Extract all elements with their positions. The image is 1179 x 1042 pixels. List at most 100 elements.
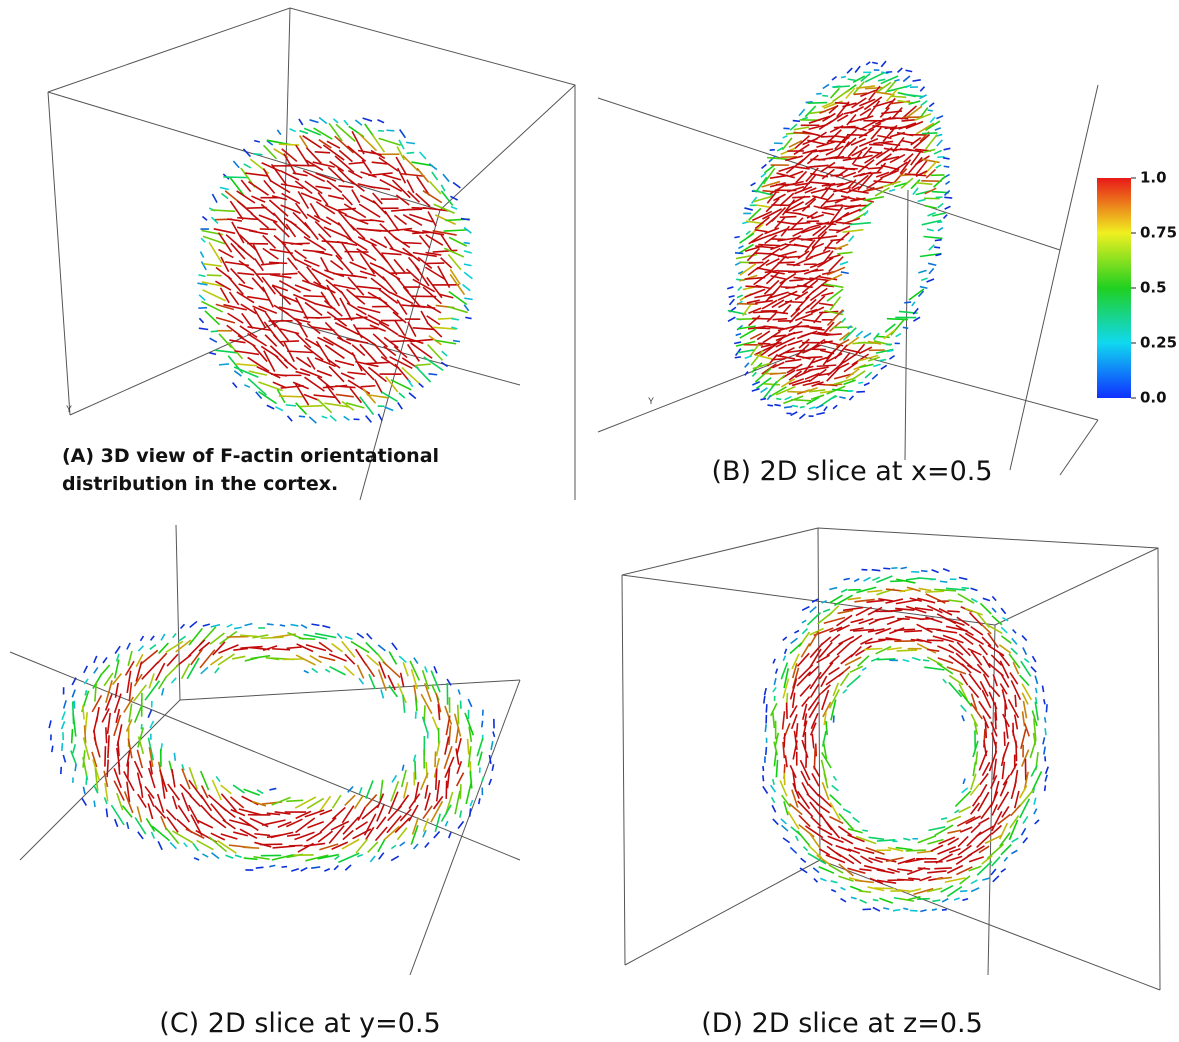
glyph	[279, 396, 303, 397]
glyph	[788, 229, 803, 230]
glyph	[357, 633, 364, 638]
glyph	[349, 162, 365, 164]
glyph	[381, 690, 384, 699]
glyph	[765, 688, 767, 695]
glyph	[962, 899, 968, 901]
glyph	[853, 817, 860, 822]
glyph	[803, 847, 807, 851]
glyph	[847, 114, 856, 125]
glyph	[761, 388, 768, 393]
glyph	[287, 834, 300, 836]
glyph	[314, 282, 336, 293]
glyph	[382, 175, 400, 180]
glyph	[744, 208, 752, 210]
glyph	[864, 333, 871, 338]
glyph	[992, 804, 997, 815]
glyph	[782, 795, 791, 807]
glyph	[826, 334, 842, 335]
glyph	[212, 853, 219, 859]
glyph	[482, 777, 484, 782]
glyph	[928, 110, 933, 111]
glyph	[736, 255, 757, 259]
glyph	[303, 843, 325, 846]
glyph	[93, 675, 101, 688]
glyph	[225, 855, 233, 858]
glyph	[904, 302, 911, 303]
glyph	[182, 793, 189, 811]
glyph	[846, 337, 859, 346]
glyph	[917, 851, 933, 853]
glyph	[825, 384, 842, 385]
colorbar-tick-label: 1.0	[1140, 169, 1167, 187]
glyph	[1020, 786, 1027, 799]
glyph	[1010, 673, 1018, 685]
glyph	[906, 70, 913, 71]
glyph	[295, 797, 316, 808]
glyph	[332, 795, 340, 808]
glyph	[402, 770, 407, 787]
glyph	[379, 853, 384, 860]
glyph	[389, 652, 396, 665]
glyph	[758, 343, 771, 344]
glyph	[872, 62, 878, 63]
glyph	[1012, 838, 1019, 842]
glyph	[344, 120, 348, 125]
glyph	[783, 656, 785, 661]
glyph	[903, 908, 908, 909]
glyph	[824, 773, 828, 788]
glyph	[159, 677, 167, 689]
glyph	[897, 879, 913, 880]
glyph	[335, 323, 359, 335]
glyph	[1032, 771, 1041, 790]
glyph	[72, 678, 76, 685]
glyph	[810, 607, 816, 613]
glyph	[897, 650, 917, 651]
glyph	[345, 865, 351, 870]
glyph	[923, 236, 942, 238]
glyph	[992, 608, 996, 612]
glyph	[813, 868, 819, 873]
glyph	[419, 383, 424, 387]
glyph	[425, 785, 427, 799]
glyph	[773, 687, 776, 691]
glyph	[138, 832, 143, 839]
glyph	[910, 910, 918, 911]
glyph	[982, 878, 989, 880]
glyph	[980, 774, 988, 785]
glyph	[1001, 636, 1011, 643]
glyph	[752, 318, 771, 319]
glyph	[979, 751, 987, 771]
glyph	[322, 416, 328, 418]
glyph	[309, 417, 316, 423]
glyph	[1042, 686, 1043, 692]
glyph	[314, 395, 337, 397]
glyph	[773, 194, 785, 200]
glyph	[261, 637, 284, 638]
glyph	[855, 880, 874, 882]
glyph	[919, 588, 931, 590]
glyph	[357, 286, 381, 289]
colorbar-ticks: 0.00.250.50.751.0	[1131, 169, 1177, 407]
glyph	[215, 668, 219, 673]
glyph	[441, 805, 451, 822]
glyph	[458, 705, 459, 725]
glyph	[921, 101, 928, 106]
glyph	[897, 869, 912, 871]
glyph	[299, 638, 315, 639]
glyph	[366, 643, 378, 655]
glyph	[745, 356, 752, 359]
glyph	[299, 416, 305, 417]
glyph	[280, 341, 298, 342]
glyph	[336, 394, 354, 396]
glyph	[872, 374, 878, 379]
glyph	[320, 796, 331, 811]
glyph	[912, 658, 920, 661]
glyph	[173, 796, 177, 809]
glyph	[784, 773, 785, 785]
glyph	[350, 388, 361, 403]
glyph	[1016, 741, 1017, 762]
glyph	[209, 353, 216, 355]
glyph	[301, 625, 307, 628]
glyph	[84, 666, 87, 673]
glyph	[843, 809, 851, 813]
